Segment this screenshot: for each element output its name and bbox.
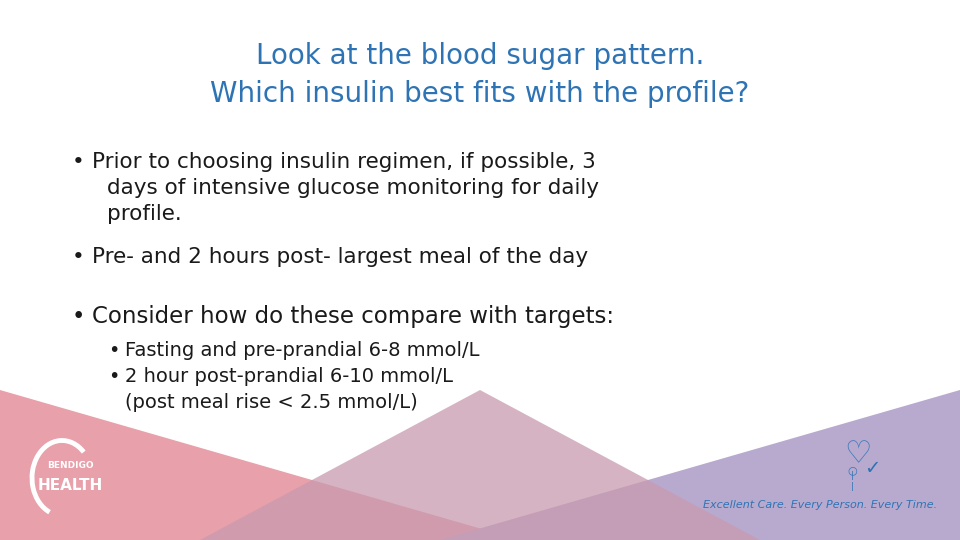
- Text: profile.: profile.: [107, 204, 181, 224]
- Text: HEALTH: HEALTH: [37, 477, 103, 492]
- Text: •: •: [72, 152, 84, 172]
- Text: •: •: [108, 367, 119, 386]
- Text: Look at the blood sugar pattern.: Look at the blood sugar pattern.: [255, 42, 705, 70]
- Polygon shape: [0, 390, 520, 540]
- Text: ♡: ♡: [844, 441, 872, 469]
- Text: ○: ○: [847, 465, 857, 475]
- Text: •: •: [72, 247, 84, 267]
- Text: Pre- and 2 hours post- largest meal of the day: Pre- and 2 hours post- largest meal of t…: [92, 247, 588, 267]
- Polygon shape: [440, 390, 960, 540]
- Text: days of intensive glucose monitoring for daily: days of intensive glucose monitoring for…: [107, 178, 599, 198]
- Text: Consider how do these compare with targets:: Consider how do these compare with targe…: [92, 305, 614, 328]
- Text: ✓: ✓: [864, 458, 880, 477]
- Text: (post meal rise < 2.5 mmol/L): (post meal rise < 2.5 mmol/L): [125, 393, 418, 412]
- Text: •: •: [108, 341, 119, 360]
- Text: 2 hour post-prandial 6-10 mmol/L: 2 hour post-prandial 6-10 mmol/L: [125, 367, 453, 386]
- Text: Fasting and pre-prandial 6-8 mmol/L: Fasting and pre-prandial 6-8 mmol/L: [125, 341, 479, 360]
- Text: Prior to choosing insulin regimen, if possible, 3: Prior to choosing insulin regimen, if po…: [92, 152, 596, 172]
- Text: Excellent Care. Every Person. Every Time.: Excellent Care. Every Person. Every Time…: [703, 500, 937, 510]
- Text: Which insulin best fits with the profile?: Which insulin best fits with the profile…: [210, 80, 750, 108]
- Text: BENDIGO: BENDIGO: [47, 462, 93, 470]
- Text: |
|: | |: [851, 471, 853, 491]
- Polygon shape: [200, 390, 760, 540]
- Text: •: •: [72, 305, 85, 328]
